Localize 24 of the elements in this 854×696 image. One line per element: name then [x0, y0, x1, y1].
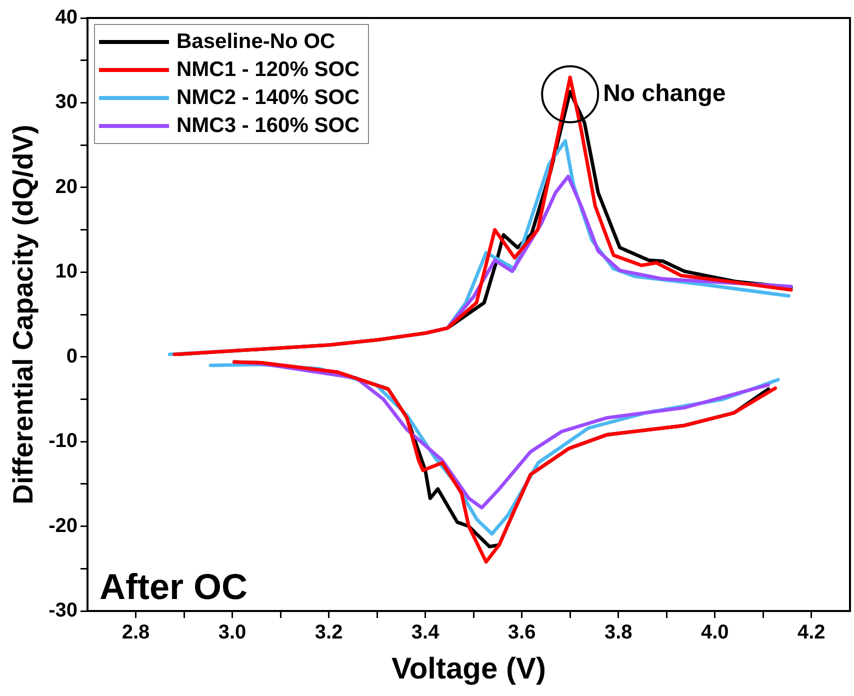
y-tick-label: 0 [66, 345, 78, 368]
x-tick-label: 3.4 [411, 622, 440, 644]
legend-label: NMC1 - 120% SOC [176, 57, 360, 83]
y-tick-label: 20 [55, 176, 78, 198]
x-tick-label: 3.8 [604, 622, 632, 644]
legend-label: NMC2 - 140% SOC [176, 85, 360, 111]
y-tick-label: -30 [48, 600, 78, 622]
y-tick-label: 10 [55, 260, 78, 283]
x-tick-label: 3.0 [218, 622, 246, 644]
x-tick-label: 3.6 [508, 622, 536, 644]
legend-label: Baseline-No OC [176, 29, 336, 55]
annotation: After OC [100, 566, 248, 607]
x-tick-label: 4.0 [700, 622, 729, 644]
y-axis-title: Differential Capacity (dQ/dV) [8, 124, 39, 504]
x-tick-label: 3.2 [314, 622, 343, 644]
legend-label: NMC3 - 160% SOC [176, 113, 360, 139]
y-tick-label: -10 [48, 430, 78, 452]
x-tick-label: 2.8 [122, 622, 150, 644]
y-tick-label: -20 [48, 514, 78, 537]
x-axis-title: Voltage (V) [392, 652, 546, 686]
x-tick-label: 4.2 [797, 622, 826, 644]
annotation: No change [603, 80, 726, 107]
y-tick-label: 40 [55, 6, 78, 29]
y-tick-label: 30 [55, 91, 78, 114]
